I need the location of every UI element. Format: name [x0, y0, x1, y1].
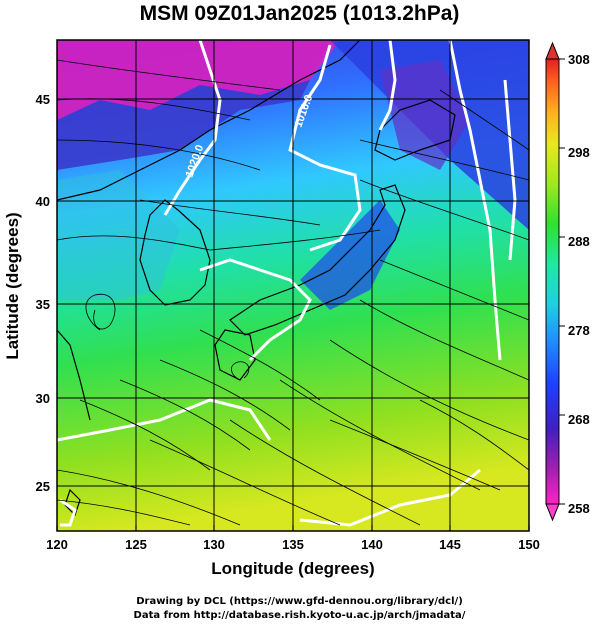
- x-tick-label: 140: [361, 537, 383, 552]
- x-tick-labels: 120 125 130 135 140 145 150: [46, 537, 540, 552]
- x-tick-label: 120: [46, 537, 68, 552]
- y-tick-labels: 25 30 35 40 45: [36, 92, 50, 494]
- colorbar: 258 268 278 288 298 308: [545, 41, 590, 522]
- colorbar-tick-label: 278: [568, 323, 590, 338]
- colorbar-tick-label: 308: [568, 52, 590, 67]
- x-ticks: [56, 525, 530, 531]
- y-tick-label: 30: [36, 391, 50, 406]
- x-tick-label: 135: [282, 537, 304, 552]
- y-tick-label: 40: [36, 194, 50, 209]
- x-tick-label: 150: [518, 537, 540, 552]
- colorbar-tick-label: 268: [568, 412, 590, 427]
- colorbar-tick-label: 298: [568, 145, 590, 160]
- x-tick-label: 125: [125, 537, 147, 552]
- y-tick-label: 35: [36, 297, 50, 312]
- colorbar-max-arrow: [545, 41, 560, 60]
- isobars: [57, 40, 517, 527]
- x-axis-label: Longitude (degrees): [211, 559, 374, 578]
- x-tick-label: 130: [203, 537, 225, 552]
- map-title: MSM 09Z01Jan2025 (1013.2hPa): [139, 2, 460, 25]
- colorbar-tick-label: 258: [568, 501, 590, 516]
- y-axis-label: Latitude (degrees): [3, 212, 22, 359]
- x-tick-label: 145: [439, 537, 461, 552]
- colorbar-tick-label: 288: [568, 234, 590, 249]
- footer-credit-drawing: Drawing by DCL (https://www.gfd-dennou.o…: [136, 596, 463, 607]
- colorbar-min-arrow: [545, 503, 560, 522]
- footer-credit-data: Data from http://database.rish.kyoto-u.a…: [133, 610, 466, 621]
- y-tick-label: 25: [36, 479, 50, 494]
- y-tick-label: 45: [36, 92, 50, 107]
- grid-lines: [57, 40, 529, 531]
